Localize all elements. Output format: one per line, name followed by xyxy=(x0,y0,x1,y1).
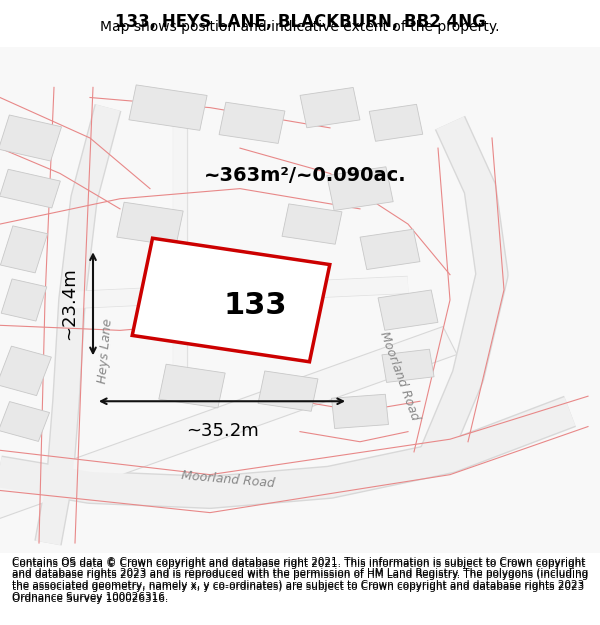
Text: 133: 133 xyxy=(223,291,287,319)
Text: Moorland Road: Moorland Road xyxy=(181,469,275,490)
Text: ~363m²/~0.090ac.: ~363m²/~0.090ac. xyxy=(204,166,407,186)
Polygon shape xyxy=(369,104,423,141)
Polygon shape xyxy=(129,85,207,131)
Polygon shape xyxy=(0,326,457,527)
Polygon shape xyxy=(382,349,434,382)
Polygon shape xyxy=(1,279,47,321)
Polygon shape xyxy=(117,202,183,246)
Text: 133, HEYS LANE, BLACKBURN, BB2 4NG: 133, HEYS LANE, BLACKBURN, BB2 4NG xyxy=(115,13,485,31)
Polygon shape xyxy=(0,115,62,161)
Polygon shape xyxy=(0,169,61,208)
Polygon shape xyxy=(378,290,438,330)
Polygon shape xyxy=(0,402,50,441)
Polygon shape xyxy=(327,167,393,211)
Polygon shape xyxy=(1,226,47,273)
Polygon shape xyxy=(0,346,52,396)
Polygon shape xyxy=(159,364,225,408)
Text: Contains OS data © Crown copyright and database right 2021. This information is : Contains OS data © Crown copyright and d… xyxy=(12,557,588,601)
Text: Contains OS data © Crown copyright and database right 2021. This information is : Contains OS data © Crown copyright and d… xyxy=(12,559,588,604)
Polygon shape xyxy=(219,102,285,143)
Polygon shape xyxy=(360,229,420,269)
Text: Map shows position and indicative extent of the property.: Map shows position and indicative extent… xyxy=(100,20,500,34)
Text: ~23.4m: ~23.4m xyxy=(60,268,78,340)
Polygon shape xyxy=(282,204,342,244)
Polygon shape xyxy=(332,394,388,429)
Polygon shape xyxy=(300,88,360,128)
Text: Moorland Road: Moorland Road xyxy=(377,329,421,422)
Polygon shape xyxy=(258,371,318,411)
Text: Heys Lane: Heys Lane xyxy=(95,318,115,384)
Text: ~35.2m: ~35.2m xyxy=(185,421,259,439)
Polygon shape xyxy=(132,238,330,362)
